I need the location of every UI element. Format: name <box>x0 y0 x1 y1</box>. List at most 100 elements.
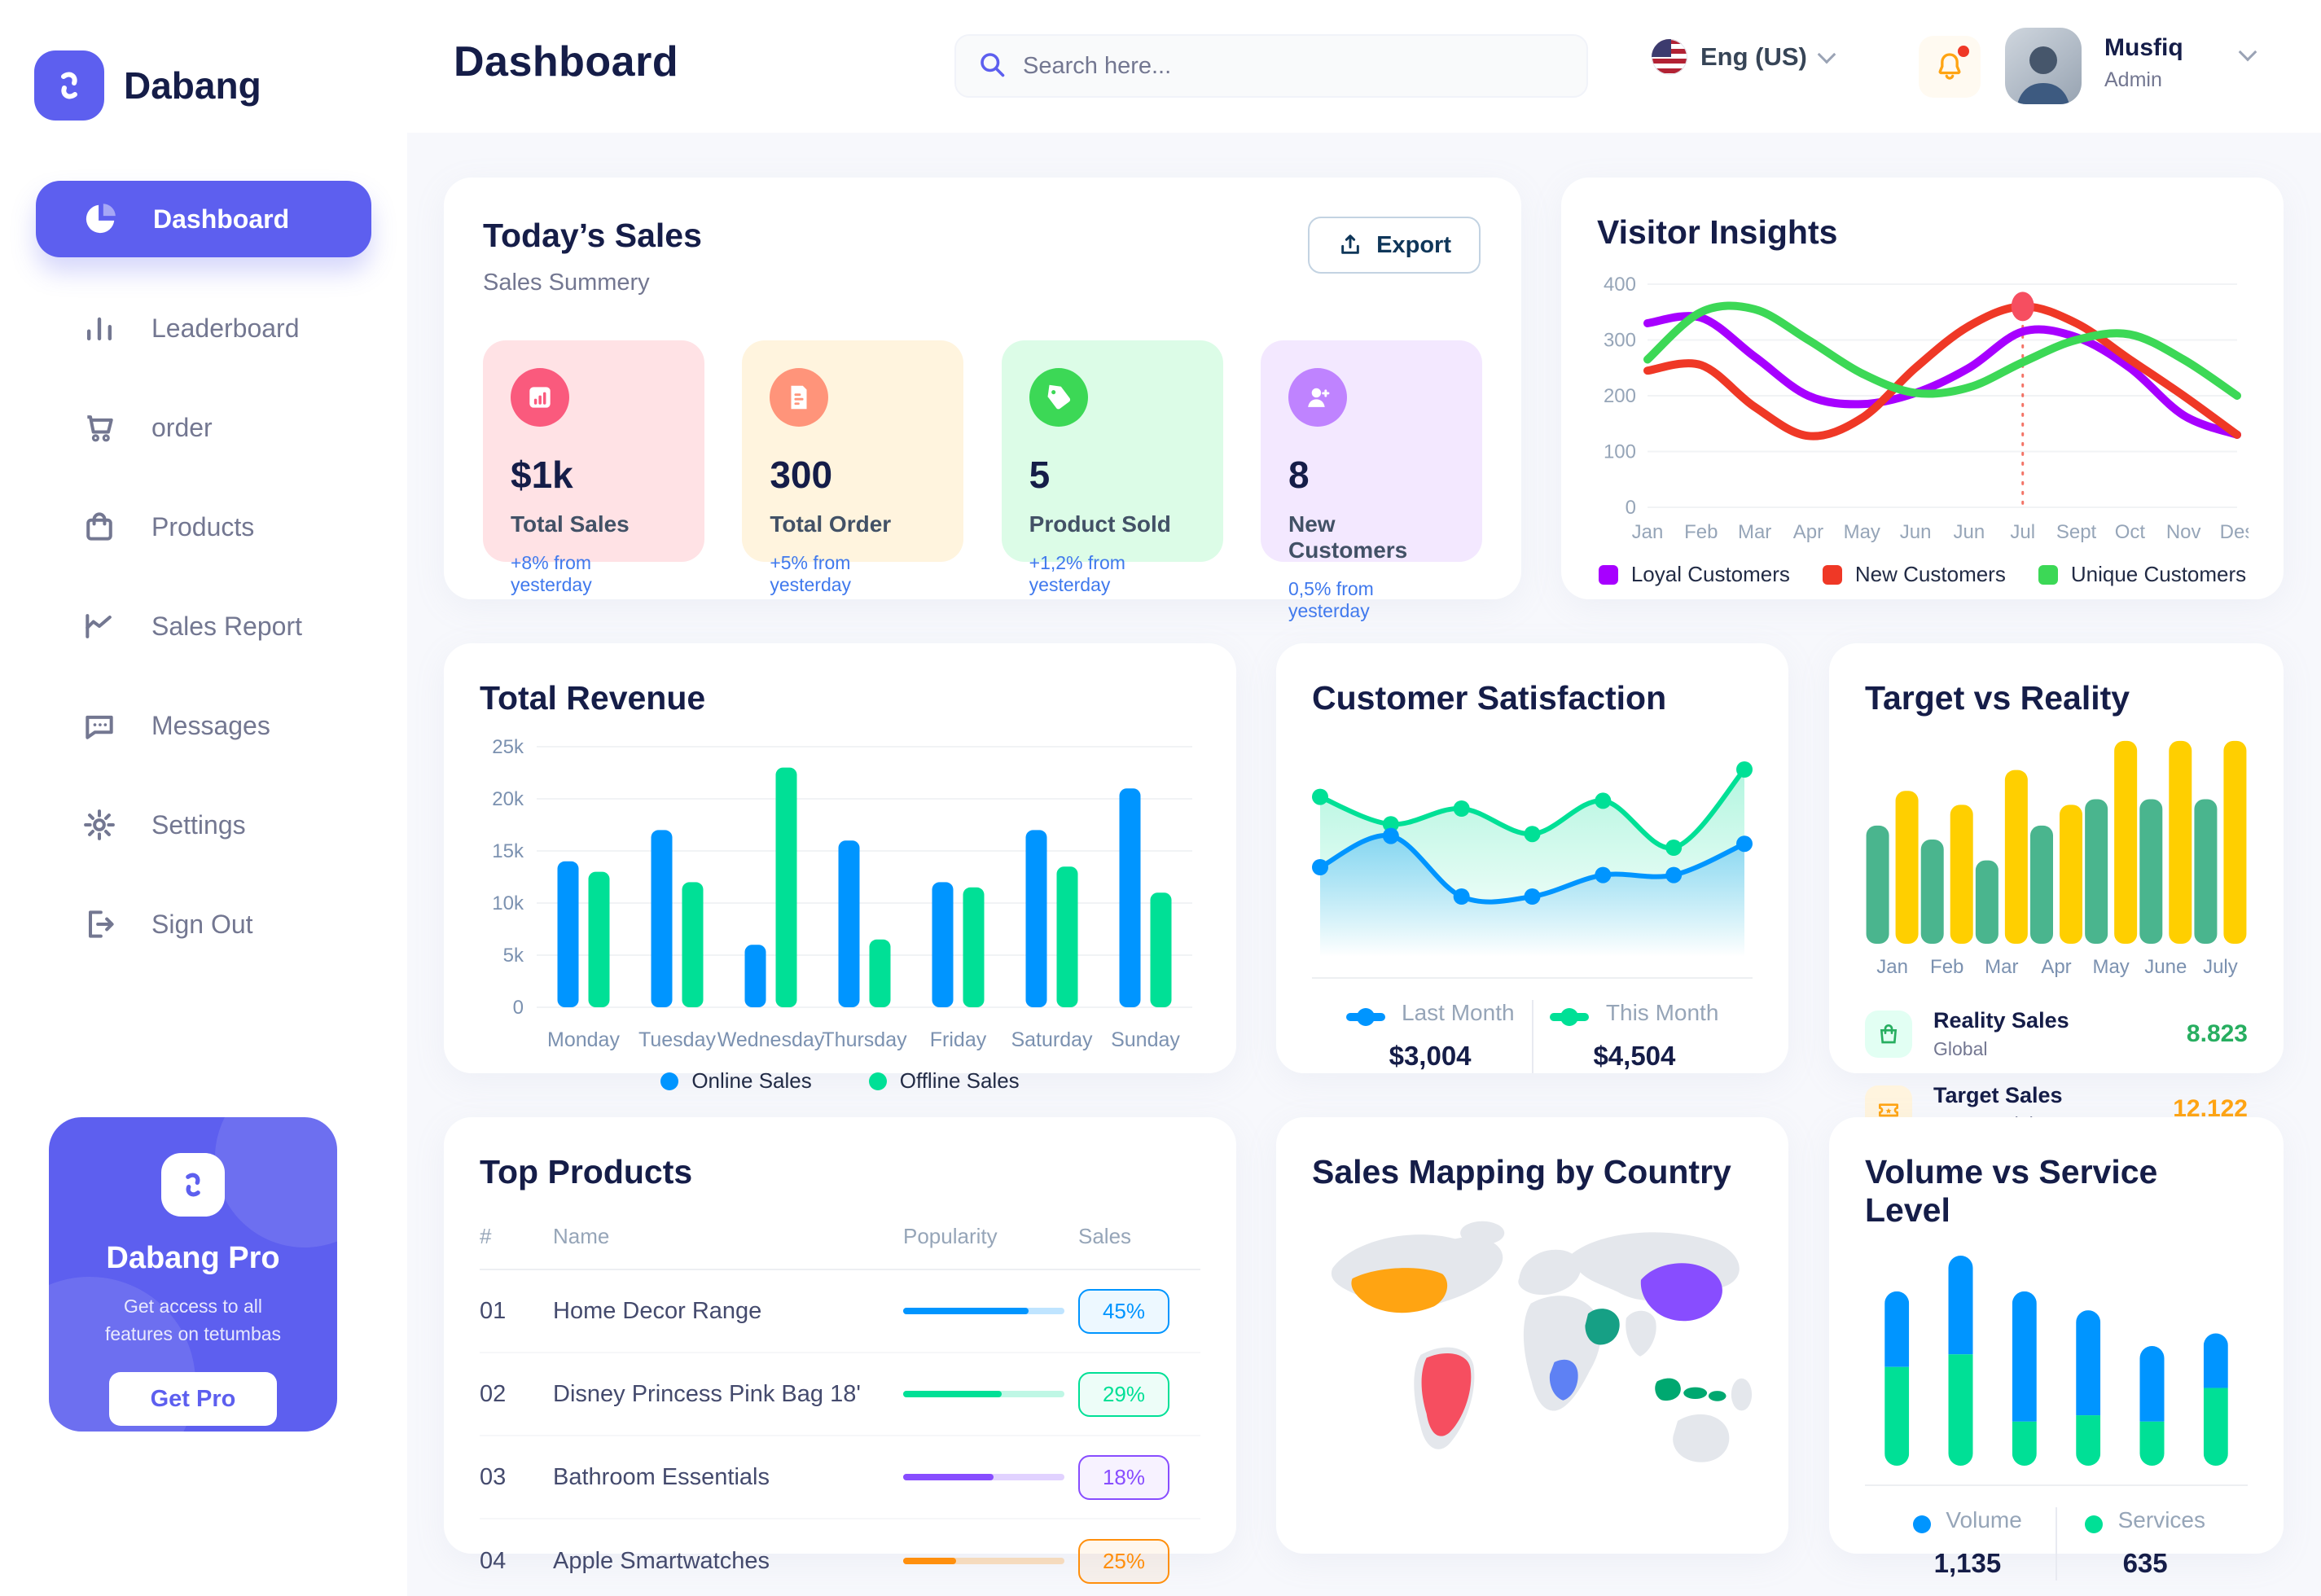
data-point <box>1382 827 1399 844</box>
series-unique-customers <box>1643 301 2241 400</box>
sidebar-item-sales-report[interactable]: Sales Report <box>0 577 407 676</box>
popularity-bar <box>903 1474 1064 1480</box>
language-selector[interactable]: Eng (US) <box>1652 39 1836 75</box>
product-name: Home Decor Range <box>553 1297 762 1324</box>
stat-card-new-customers: 8 New Customers 0,5% from yesterday <box>1260 340 1482 621</box>
target-vs-reality-title: Target vs Reality <box>1865 679 2130 717</box>
volume-service-svg <box>1884 1256 2228 1466</box>
svg-text:Nov: Nov <box>2166 521 2201 543</box>
data-point <box>1665 866 1683 884</box>
visitor-insights-legend: Loyal Customers New Customers Unique Cus… <box>1597 562 2248 587</box>
volume-segment <box>2203 1333 2228 1388</box>
divider <box>1312 977 1753 979</box>
search-input[interactable] <box>1023 52 1565 80</box>
popularity-bar <box>903 1308 1064 1314</box>
offline-bar <box>963 887 985 1007</box>
svg-text:20k: 20k <box>492 788 524 810</box>
data-point <box>1595 792 1612 809</box>
user-menu-chevron-icon[interactable] <box>2238 42 2257 62</box>
volume-swatch <box>1912 1515 1931 1533</box>
svg-text:0: 0 <box>513 997 524 1019</box>
search-icon <box>977 50 1007 83</box>
leaderboard-icon <box>86 317 112 341</box>
country-indonesia[interactable] <box>1655 1378 1681 1401</box>
offline-bar <box>775 767 797 1007</box>
export-button[interactable]: Export <box>1308 217 1481 274</box>
stat-label: Total Sales <box>511 511 630 537</box>
person-plus-icon <box>1288 368 1347 427</box>
offline-bar <box>1056 866 1078 1007</box>
last-month-value: $3,004 <box>1389 1041 1472 1071</box>
sidebar-item-leaderboard[interactable]: Leaderboard <box>0 278 407 378</box>
chat-icon <box>86 715 113 739</box>
stat-card-total-order: 300 Total Order +5% from yesterday <box>742 340 964 595</box>
data-point <box>1524 826 1541 843</box>
sales-mapping-title: Sales Mapping by Country <box>1312 1153 1731 1190</box>
user-name: Musfiq <box>2104 34 2183 61</box>
reality-bar <box>2085 799 2108 944</box>
notifications-button[interactable] <box>1919 36 1981 98</box>
language-label: Eng (US) <box>1700 42 1807 71</box>
svg-text:100: 100 <box>1604 441 1636 463</box>
product-name: Bathroom Essentials <box>553 1463 770 1490</box>
country-saudi[interactable] <box>1585 1309 1620 1345</box>
reality-bar <box>2194 799 2218 944</box>
data-point <box>1595 866 1612 884</box>
visitor-insights-svg: 0 100 200 300 400 Jan Feb Mar Apr May Jun Jun Jul Sep… <box>1604 274 2254 543</box>
product-num: 01 <box>480 1297 507 1324</box>
todays-sales-subtitle: Sales Summery <box>483 270 650 296</box>
total-revenue-svg: 0 5k 10k 15k 20k 25k Monday Tuesday WednesdayThu… <box>492 736 1192 1051</box>
country-brazil[interactable] <box>1421 1353 1472 1436</box>
country-indonesia[interactable] <box>1683 1387 1708 1399</box>
svg-text:May: May <box>1844 521 1880 543</box>
svg-text:May: May <box>2092 956 2129 978</box>
country-congo[interactable] <box>1549 1359 1578 1401</box>
reality-sales-value: 8.823 <box>2186 1020 2248 1047</box>
total-revenue-chart: 0 5k 10k 15k 20k 25k Monday Tuesday Wednesday Thu… <box>480 734 1200 1063</box>
legend-label: Last Month <box>1402 1000 1515 1025</box>
total-revenue-card: Total Revenue 0 5k 10k 15k 20k 25k Monday Tuesd… <box>444 643 1236 1093</box>
data-point <box>1665 840 1683 856</box>
sidebar-item-label: Dashboard <box>153 204 290 234</box>
svg-text:Wednesday: Wednesday <box>717 1028 825 1051</box>
get-pro-button[interactable]: Get Pro <box>109 1372 277 1426</box>
offline-bar <box>869 939 891 1007</box>
product-name: Disney Princess Pink Bag 18' <box>553 1380 861 1407</box>
svg-text:Jun: Jun <box>1900 521 1932 543</box>
popularity-bar <box>903 1391 1064 1397</box>
svg-text:Sept: Sept <box>2056 521 2097 543</box>
popularity-fill <box>903 1391 1002 1397</box>
pro-description: Get access to all features on tetumbas <box>104 1296 282 1344</box>
dabang-logo-icon <box>34 50 104 121</box>
legend-label: Offline Sales <box>899 1068 1020 1093</box>
sidebar-item-settings[interactable]: Settings <box>0 775 407 875</box>
legend-label: New Customers <box>1854 562 2006 586</box>
loyal-customers-swatch <box>1598 564 1618 585</box>
search-bar[interactable] <box>954 34 1588 98</box>
country-china[interactable] <box>1640 1263 1722 1322</box>
brand[interactable]: Dabang <box>34 50 261 121</box>
sidebar-item-dashboard[interactable]: Dashboard <box>36 181 371 257</box>
online-bar <box>1119 788 1141 1007</box>
bar-chart-icon <box>511 368 569 427</box>
country-indonesia[interactable] <box>1708 1391 1726 1401</box>
volume-segment <box>2076 1310 2101 1416</box>
user-avatar[interactable] <box>2005 28 2082 104</box>
sidebar-nav: Dashboard Leaderboard order <box>0 181 407 974</box>
sidebar-item-messages[interactable]: Messages <box>0 676 407 775</box>
data-point <box>1453 800 1470 817</box>
total-revenue-legend: Online Sales Offline Sales <box>480 1068 1200 1094</box>
legend-title: Reality Sales <box>1933 1008 2069 1033</box>
sidebar-item-order[interactable]: order <box>0 378 407 477</box>
target-bar <box>2223 740 2247 944</box>
offline-bar <box>682 882 704 1007</box>
country-usa[interactable] <box>1351 1268 1448 1313</box>
stat-delta: 0,5% from yesterday <box>1288 578 1374 621</box>
chevron-down-icon <box>1817 45 1836 64</box>
user-role: Admin <box>2104 68 2162 91</box>
sidebar-item-sign-out[interactable]: Sign Out <box>0 875 407 974</box>
sidebar-item-products[interactable]: Products <box>0 477 407 577</box>
export-label: Export <box>1376 231 1451 258</box>
legend-label: Online Sales <box>691 1068 812 1093</box>
svg-text:15k: 15k <box>492 840 524 862</box>
